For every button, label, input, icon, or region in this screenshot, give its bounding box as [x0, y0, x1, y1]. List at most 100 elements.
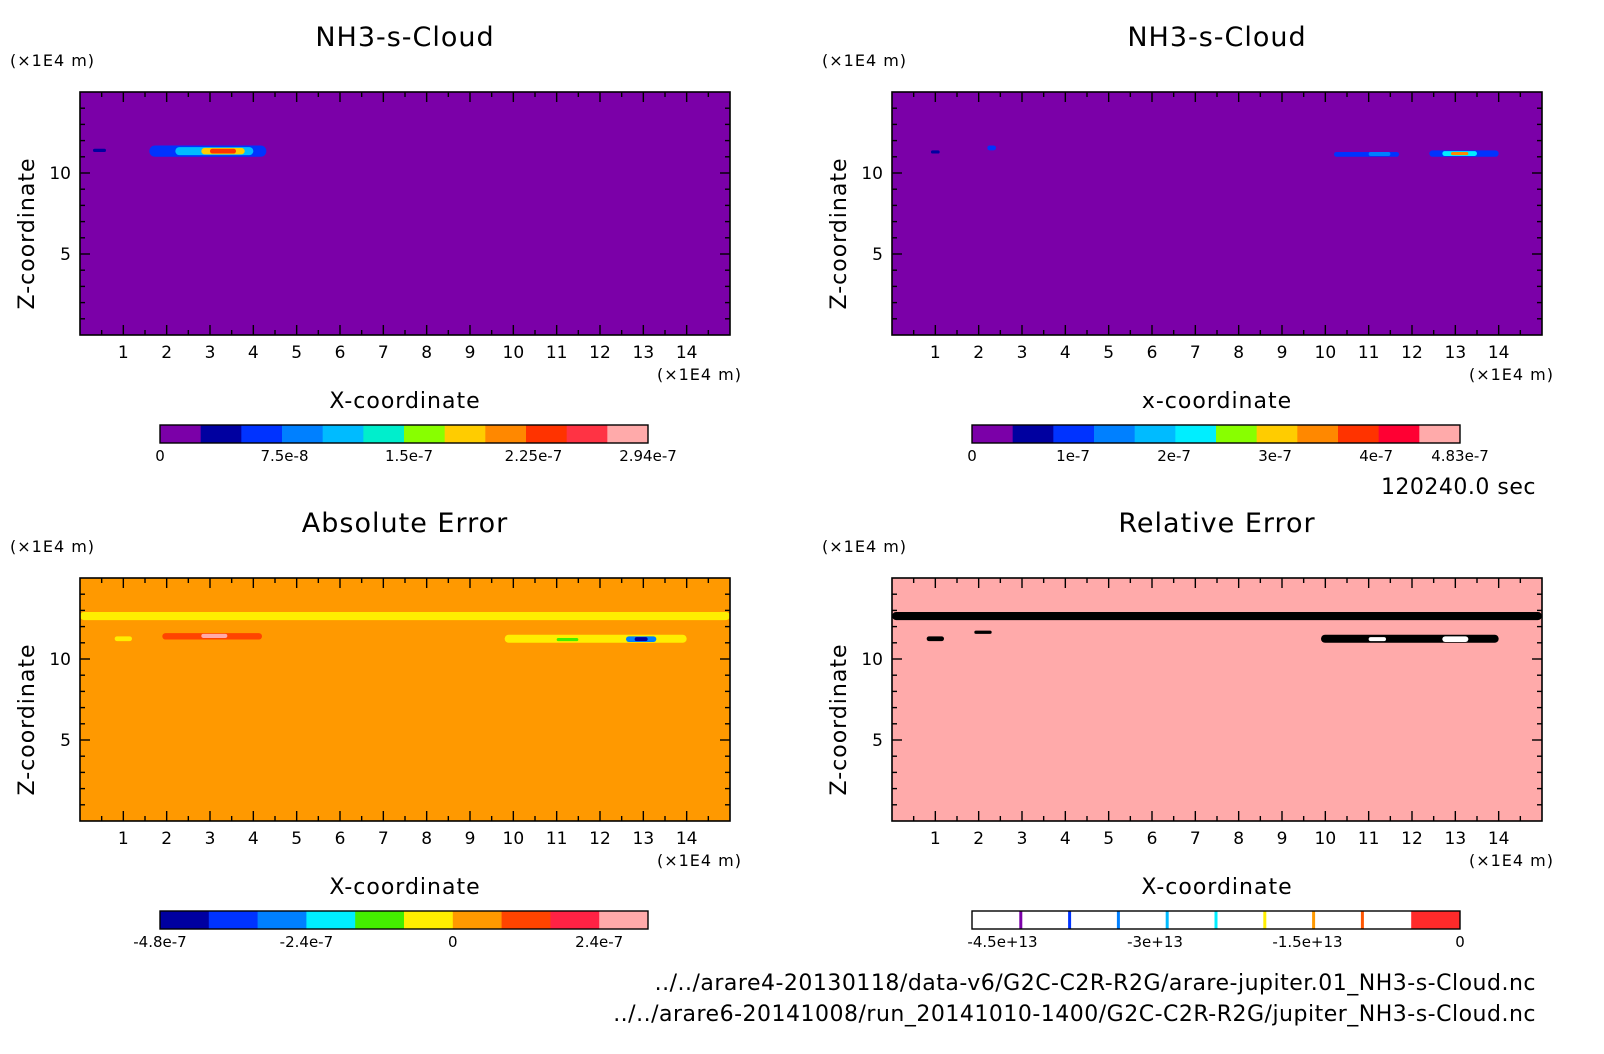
colorbar-label: 7.5e-8	[260, 447, 308, 465]
x-tick-label: 12	[1401, 343, 1423, 363]
colorbar-swatch	[1020, 911, 1071, 929]
x-tick-label: 10	[1315, 829, 1337, 849]
y-tick-label: 5	[60, 245, 71, 265]
colorbar-swatch	[404, 425, 446, 443]
colorbar-swatch	[1419, 425, 1461, 443]
x-tick-label: 6	[335, 343, 346, 363]
x-tick-label: 13	[1445, 829, 1467, 849]
x-tick-label: 4	[1060, 829, 1071, 849]
contour-region	[892, 612, 1542, 621]
colorbar-swatch	[363, 425, 405, 443]
contour-region	[80, 612, 730, 621]
x-tick-label: 2	[161, 829, 172, 849]
colorbar-label: 4.83e-7	[1431, 447, 1489, 465]
chart-panel-1: NH3-s-Cloud(×1E4 m)1 2 3 4 5 6 7 8 9 10 11 12 13 1451…	[10, 22, 741, 465]
y-axis-label: Z-coordinate	[15, 644, 40, 796]
x-tick-label: 14	[676, 343, 698, 363]
colorbar-label: 2e-7	[1157, 447, 1191, 465]
colorbar-swatch	[1012, 425, 1054, 443]
colorbar-label: -4.8e-7	[133, 933, 186, 951]
colorbar-swatch	[160, 911, 210, 929]
colorbar-swatch	[1069, 911, 1119, 929]
y-tick-label: 10	[861, 650, 883, 670]
colorbar-label: -2.4e-7	[280, 933, 333, 951]
x-tick-label: 10	[503, 829, 525, 849]
chart-panel-4: Relative Error(×1E4 m)1 2 3 4 5 6 7 8 9 10 11 12 13 1…	[822, 508, 1554, 951]
chart-panel-2: NH3-s-Cloud(×1E4 m)1 2 3 4 5 6 7 8 9 10 11 12 13 1451…	[822, 22, 1553, 465]
x-tick-label: 11	[546, 343, 568, 363]
x-tick-label: 6	[1147, 343, 1158, 363]
x-tick-label: 8	[421, 829, 432, 849]
x-tick-label: 6	[335, 829, 346, 849]
colorbar-swatch	[1216, 425, 1258, 443]
y-tick-label: 10	[861, 164, 883, 184]
colorbar-label: 1e-7	[1056, 447, 1090, 465]
colorbar-label: 3e-7	[1258, 447, 1292, 465]
colorbar-label: -1.5e+13	[1272, 933, 1342, 951]
contour-region	[114, 636, 132, 642]
chart-title: Relative Error	[1118, 508, 1315, 539]
colorbar-swatch	[1094, 425, 1136, 443]
y-tick-label: 5	[60, 731, 71, 751]
colorbar-frame	[971, 910, 1461, 930]
x-tick-label: 12	[589, 829, 611, 849]
y-tick-label: 5	[872, 731, 883, 751]
colorbar-swatch	[972, 911, 1022, 929]
colorbar-swatch	[1175, 425, 1217, 443]
x-tick-label: 6	[1147, 829, 1158, 849]
file-path-2: ../../arare6-20141008/run_20141010-1400/…	[613, 1002, 1536, 1027]
plot-background	[80, 92, 730, 335]
colorbar-swatch	[501, 911, 551, 929]
x-tick-label: 3	[205, 343, 216, 363]
x-axis-label: X-coordinate	[329, 389, 480, 414]
x-tick-label: 1	[118, 343, 129, 363]
contour-region	[931, 150, 940, 154]
x-tick-label: 13	[633, 829, 655, 849]
x-tick-label: 5	[291, 343, 302, 363]
x-tick-label: 5	[291, 829, 302, 849]
time-readout: 120240.0 sec	[1381, 475, 1536, 500]
x-tick-label: 9	[1277, 343, 1288, 363]
contour-region	[1347, 637, 1365, 642]
colorbar-swatch	[1297, 425, 1339, 443]
x-tick-label: 13	[633, 343, 655, 363]
contour-region	[1451, 637, 1460, 642]
contour-region	[987, 145, 996, 151]
x-axis-unit: (×1E4 m)	[1469, 851, 1554, 870]
contour-region	[1368, 637, 1386, 642]
colorbar-label: 2.25e-7	[505, 447, 563, 465]
colorbar-swatch	[1167, 911, 1217, 929]
colorbar-label: -3e+13	[1127, 933, 1183, 951]
chart-title: NH3-s-Cloud	[1127, 22, 1306, 53]
colorbar-swatch	[1411, 911, 1461, 929]
x-tick-label: 12	[1401, 829, 1423, 849]
chart-panel-3: Absolute Error(×1E4 m)1 2 3 4 5 6 7 8 9 10 11 12 13 1…	[10, 508, 742, 951]
colorbar-swatch	[1134, 425, 1176, 443]
colorbar-swatch	[404, 911, 454, 929]
colorbar-label: 0	[155, 447, 165, 465]
colorbar-swatch	[550, 911, 600, 929]
colorbar-label: 0	[448, 933, 458, 951]
x-axis-unit: (×1E4 m)	[657, 851, 742, 870]
y-axis-label: Z-coordinate	[15, 158, 40, 310]
x-tick-label: 11	[546, 829, 568, 849]
contour-region	[556, 637, 579, 642]
colorbar-swatch	[452, 911, 503, 929]
chart-title: Absolute Error	[302, 508, 508, 539]
colorbar-swatch	[444, 425, 486, 443]
x-tick-label: 14	[676, 829, 698, 849]
x-tick-label: 12	[589, 343, 611, 363]
x-tick-label: 7	[378, 343, 389, 363]
colorbar-label: 1.5e-7	[385, 447, 433, 465]
colorbar-swatch	[282, 425, 324, 443]
y-axis-label: Z-coordinate	[827, 158, 852, 310]
colorbar-swatch	[355, 911, 405, 929]
x-tick-label: 13	[1445, 343, 1467, 363]
colorbar-swatch	[607, 425, 649, 443]
contour-region	[1368, 151, 1391, 156]
x-tick-label: 9	[465, 343, 476, 363]
colorbar-swatch	[200, 425, 242, 443]
x-tick-label: 1	[930, 829, 941, 849]
x-tick-label: 10	[503, 343, 525, 363]
x-tick-label: 2	[161, 343, 172, 363]
